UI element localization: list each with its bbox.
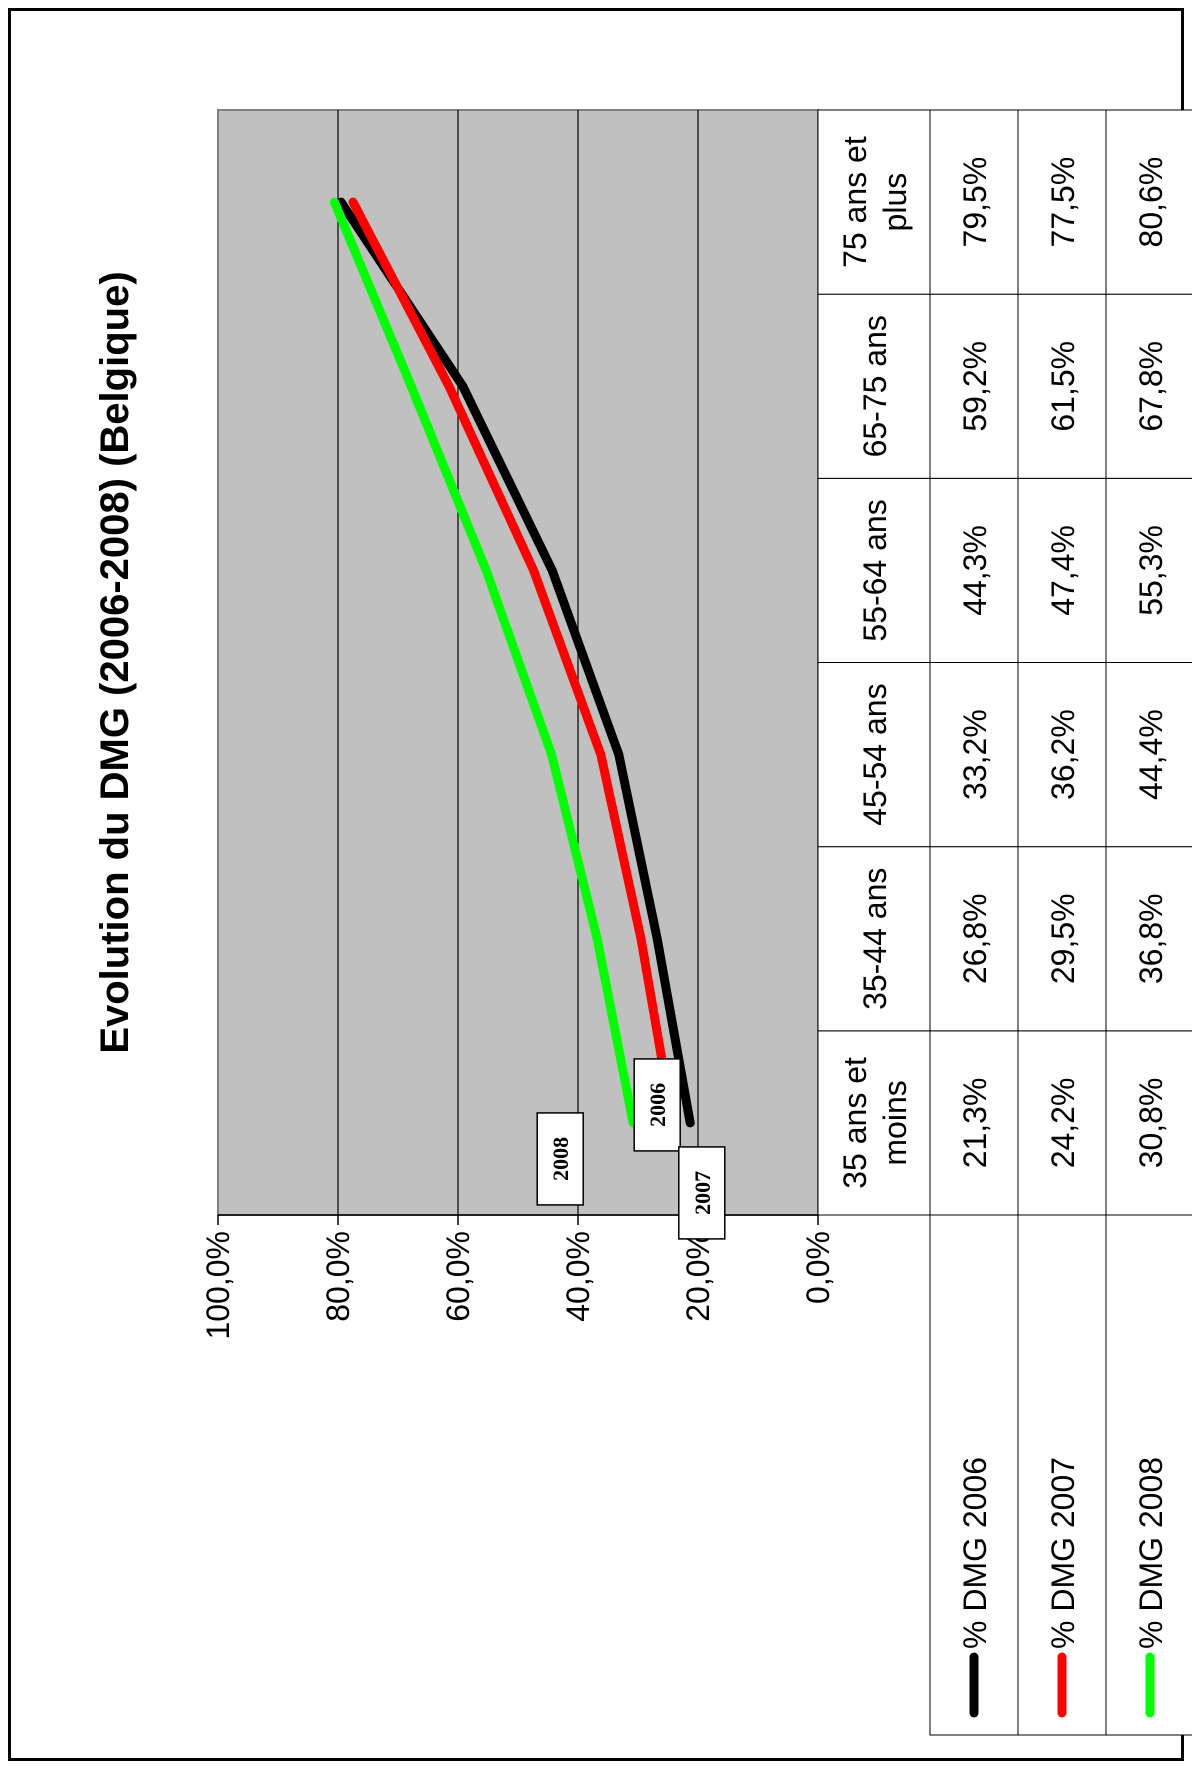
series-line xyxy=(336,197,695,1128)
table-value: 36,2% xyxy=(1045,709,1081,800)
table-value: 29,5% xyxy=(1045,893,1081,984)
legend-label: % DMG 2008 xyxy=(1133,1457,1169,1649)
legend-label: % DMG 2006 xyxy=(957,1457,993,1649)
series-line xyxy=(348,197,678,1128)
y-tick-label: 20,0% xyxy=(680,1231,716,1322)
callout-label: 2007 xyxy=(690,1171,715,1215)
table-value: 59,2% xyxy=(957,341,993,432)
callout-box xyxy=(678,1146,726,1240)
table-value: 80,6% xyxy=(1133,157,1169,248)
chart-title: Evolution du DMG (2006-2008) (Belgique) xyxy=(93,271,137,1053)
table-value: 47,4% xyxy=(1045,525,1081,616)
table-value: 44,4% xyxy=(1133,709,1169,800)
y-tick-label: 0,0% xyxy=(800,1231,836,1304)
table-value: 33,2% xyxy=(957,709,993,800)
table-value: 61,5% xyxy=(1045,341,1081,432)
legend-label: % DMG 2007 xyxy=(1045,1457,1081,1649)
callout-box xyxy=(633,1058,681,1152)
table-value: 26,8% xyxy=(957,893,993,984)
table-cell xyxy=(1105,109,1192,295)
y-tick-label: 100,0% xyxy=(200,1231,236,1340)
table-value: 24,2% xyxy=(1045,1078,1081,1169)
category-label: 35 ans et xyxy=(837,1057,873,1189)
table-header-cell xyxy=(817,109,931,295)
table-value: 77,5% xyxy=(1045,157,1081,248)
table-value: 67,8% xyxy=(1133,341,1169,432)
category-label: plus xyxy=(877,173,913,232)
series-line xyxy=(329,197,638,1128)
table-value: 21,3% xyxy=(957,1078,993,1169)
table-value: 30,8% xyxy=(1133,1078,1169,1169)
table-value: 36,8% xyxy=(1133,893,1169,984)
category-label: 45-54 ans xyxy=(857,683,893,825)
category-label: moins xyxy=(877,1080,913,1165)
y-tick-label: 60,0% xyxy=(440,1231,476,1322)
callout-label: 2006 xyxy=(645,1083,670,1127)
table-value: 79,5% xyxy=(957,157,993,248)
category-label: 35-44 ans xyxy=(857,868,893,1010)
category-label: 55-64 ans xyxy=(857,499,893,641)
table-header-cell xyxy=(817,1030,931,1216)
callout-label: 2008 xyxy=(548,1137,573,1181)
table-value: 44,3% xyxy=(957,525,993,616)
category-label: 75 ans et xyxy=(837,136,873,268)
y-tick-label: 80,0% xyxy=(320,1231,356,1322)
category-label: 65-75 ans xyxy=(857,315,893,457)
table-value: 55,3% xyxy=(1133,525,1169,616)
callout-box xyxy=(536,1112,584,1206)
y-tick-label: 40,0% xyxy=(560,1231,596,1322)
